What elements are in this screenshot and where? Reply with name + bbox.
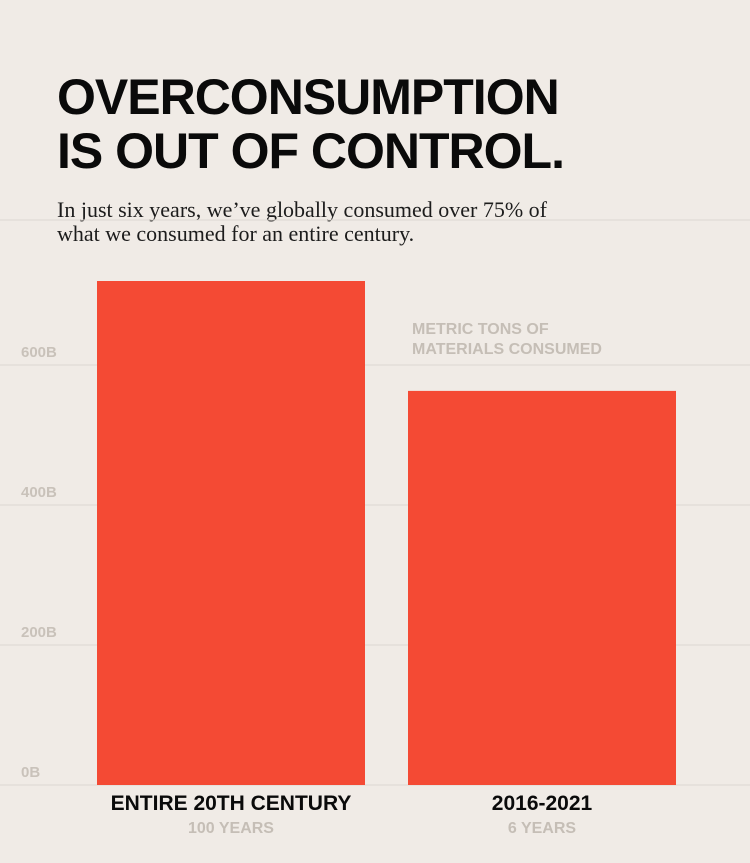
chart-subtitle: In just six years, we’ve globally consum… bbox=[57, 198, 737, 246]
bars bbox=[97, 281, 676, 785]
bar bbox=[408, 390, 676, 785]
category-sublabel: 100 YEARS bbox=[188, 820, 274, 837]
bar bbox=[97, 281, 365, 785]
category-label: 2016-2021 bbox=[492, 792, 593, 815]
category-labels: ENTIRE 20TH CENTURY 100 YEARS 2016-2021 6 Y… bbox=[111, 792, 593, 837]
y-tick-label: 0B bbox=[21, 764, 40, 781]
chart-title: OVERCONSUMPTION IS OUT OF CONTROL. bbox=[57, 70, 737, 178]
chart-title-line: IS OUT OF CONTROL. bbox=[57, 123, 565, 179]
chart-title-line: OVERCONSUMPTION bbox=[57, 69, 560, 125]
y-tick-label: 600B bbox=[21, 344, 57, 361]
y-tick-label: 400B bbox=[21, 484, 57, 501]
unit-label-line: MATERIALS CONSUMED bbox=[412, 341, 602, 358]
y-tick-label: 200B bbox=[21, 624, 57, 641]
y-axis-ticks: 0B 200B 400B 600B bbox=[21, 344, 57, 781]
category-sublabel: 6 YEARS bbox=[508, 820, 577, 837]
chart-subtitle-line: what we consumed for an entire century. bbox=[57, 221, 415, 246]
category-label: ENTIRE 20TH CENTURY bbox=[111, 792, 352, 815]
chart-subtitle-line: In just six years, we’ve globally consum… bbox=[57, 197, 547, 222]
unit-label: METRIC TONS OF MATERIALS CONSUMED bbox=[412, 321, 602, 358]
unit-label-line: METRIC TONS OF bbox=[412, 321, 549, 338]
